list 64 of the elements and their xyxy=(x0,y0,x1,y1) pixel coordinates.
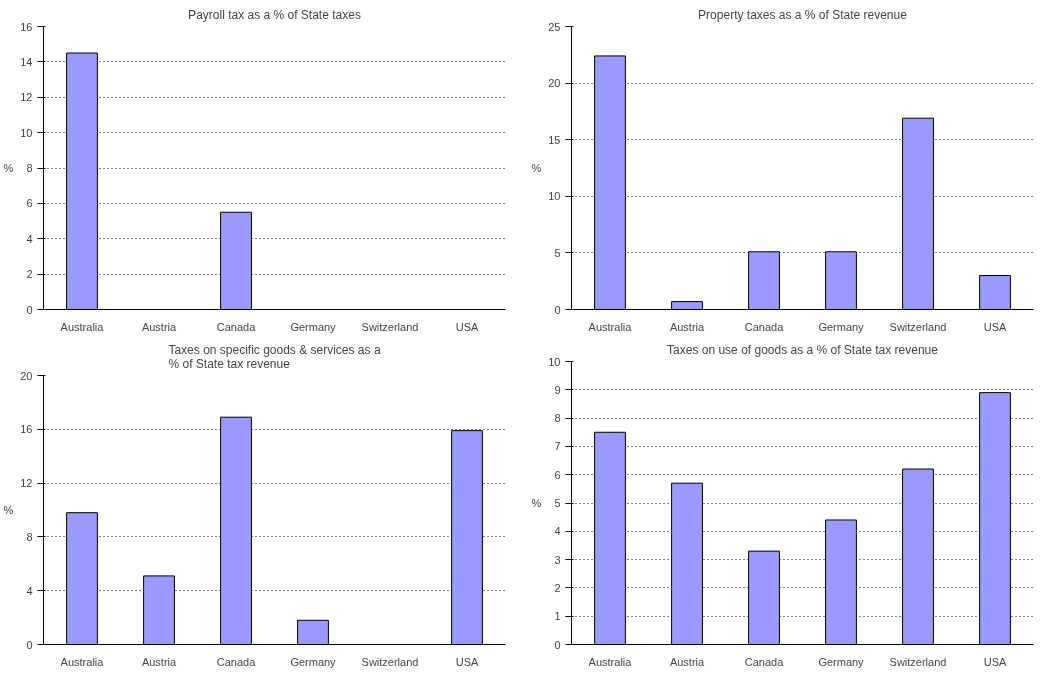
x-tick-label: Germany xyxy=(818,655,865,668)
y-tick-label: 5 xyxy=(554,497,561,509)
y-axis-title: % xyxy=(531,162,542,174)
y-tick-label: 20 xyxy=(548,77,561,90)
x-tick-label: Canada xyxy=(216,655,257,668)
x-tick-label: Switzerland xyxy=(889,320,947,333)
y-tick-label: 12 xyxy=(20,477,33,490)
y-tick-label: 4 xyxy=(554,525,561,538)
y-tick-label: 7 xyxy=(554,440,561,453)
x-tick-label: Austria xyxy=(141,320,177,333)
x-tick-label: Canada xyxy=(216,320,257,333)
x-tick-label: Switzerland xyxy=(889,655,947,668)
x-tick-label: Canada xyxy=(744,320,785,333)
x-tick-label: Australia xyxy=(588,320,633,333)
y-tick-label: 6 xyxy=(554,468,561,481)
y-tick-label: 15 xyxy=(548,133,561,146)
x-tick-label: Australia xyxy=(60,655,105,668)
y-tick-label: 1 xyxy=(554,610,561,623)
y-tick-label: 2 xyxy=(554,581,561,594)
y-tick-label: 8 xyxy=(554,412,561,425)
y-tick-label: 10 xyxy=(548,355,561,368)
y-tick-label: 0 xyxy=(554,638,561,651)
y-tick-label: 20 xyxy=(20,369,33,382)
chart-title: Payroll tax as a % of State taxes xyxy=(188,7,361,22)
y-tick-label: 3 xyxy=(554,553,561,566)
x-tick-label: Australia xyxy=(60,320,105,333)
y-tick-label: 0 xyxy=(554,303,561,316)
y-axis-title: % xyxy=(3,162,14,174)
x-tick-label: Switzerland xyxy=(361,655,419,668)
x-tick-label: Austria xyxy=(669,320,705,333)
y-tick-label: 10 xyxy=(548,190,561,203)
x-tick-label: Canada xyxy=(744,655,785,668)
y-tick-label: 0 xyxy=(26,303,33,316)
y-tick-label: 4 xyxy=(26,232,33,245)
y-tick-label: 14 xyxy=(20,55,33,68)
y-tick-label: 5 xyxy=(554,246,561,259)
x-tick-label: USA xyxy=(455,320,479,333)
x-tick-label: USA xyxy=(983,320,1007,333)
x-tick-label: Australia xyxy=(588,655,633,668)
y-tick-label: 9 xyxy=(554,383,561,396)
y-tick-label: 8 xyxy=(26,530,33,543)
x-tick-label: USA xyxy=(455,655,479,668)
x-tick-label: Germany xyxy=(818,320,865,333)
x-tick-label: Austria xyxy=(669,655,705,668)
x-tick-label: USA xyxy=(983,655,1007,668)
y-axis-title: % xyxy=(531,497,542,509)
y-tick-label: 16 xyxy=(20,20,33,33)
x-tick-label: Austria xyxy=(141,655,177,668)
chart-title: Taxes on use of goods as a % of State tax revenue xyxy=(667,342,939,357)
y-tick-label: 2 xyxy=(26,268,33,281)
x-tick-label: Germany xyxy=(290,655,337,668)
chart-title: Taxes on specific goods & services as a % of State tax revenue xyxy=(168,342,381,371)
y-tick-label: 4 xyxy=(26,584,33,597)
chart-title: Property taxes as a % of State revenue xyxy=(698,7,908,22)
x-tick-label: Germany xyxy=(290,320,337,333)
y-tick-label: 10 xyxy=(20,126,33,139)
y-tick-label: 6 xyxy=(26,197,33,210)
y-tick-label: 16 xyxy=(20,423,33,436)
y-tick-label: 0 xyxy=(26,638,33,651)
y-axis-title: % xyxy=(3,504,14,516)
y-tick-label: 12 xyxy=(20,91,33,104)
x-tick-label: Switzerland xyxy=(361,320,419,333)
y-tick-label: 8 xyxy=(26,162,33,174)
y-tick-label: 25 xyxy=(548,20,561,33)
